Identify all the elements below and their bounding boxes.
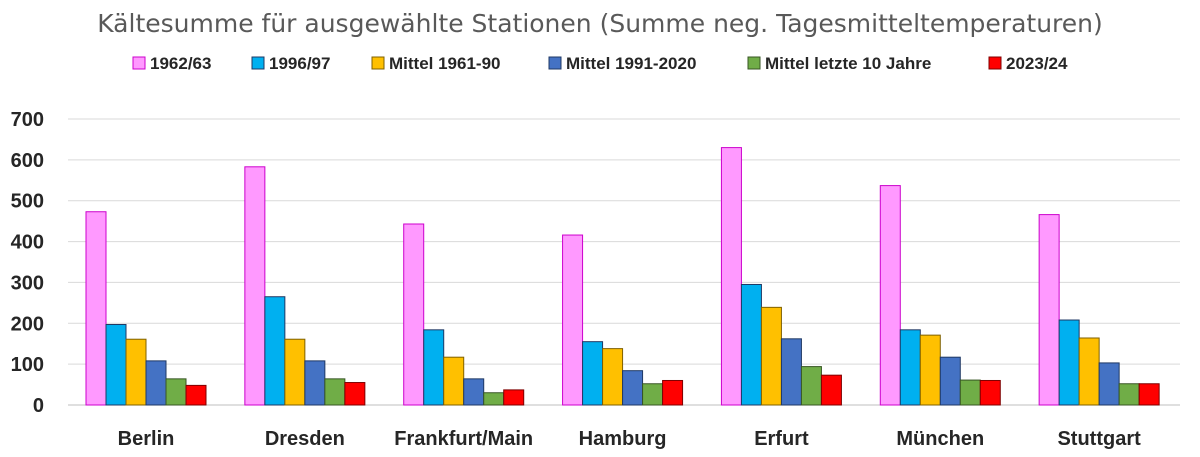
y-tick-label: 400 [11, 232, 44, 254]
y-tick-label: 200 [11, 313, 44, 335]
x-axis: Berlin Dresden Frankfurt/Main Hamburg Erfurt… [118, 428, 1141, 450]
bar [979, 379, 1001, 406]
bar [284, 338, 306, 406]
y-tick-label: 300 [11, 272, 44, 294]
y-axis: 0 100 200 300 400 500 600 700 [11, 109, 44, 417]
category-label: Erfurt [754, 428, 809, 450]
bar [443, 356, 465, 406]
legend-label: Mittel 1991-2020 [566, 54, 696, 73]
bar [85, 211, 107, 406]
legend-swatch [548, 56, 562, 70]
category-label: Hamburg [579, 428, 667, 450]
bar [463, 378, 485, 406]
legend-label: Mittel letzte 10 Jahre [765, 54, 931, 73]
bar [939, 356, 961, 406]
category-label: Dresden [265, 428, 345, 450]
y-tick-label: 500 [11, 191, 44, 213]
bar [642, 383, 664, 406]
bar [662, 379, 684, 406]
legend-swatch [371, 56, 385, 70]
bars [85, 147, 1160, 406]
y-tick-label: 600 [11, 150, 44, 172]
bar [344, 382, 366, 406]
bar [582, 341, 604, 406]
y-tick-label: 0 [33, 395, 44, 417]
bar [820, 374, 842, 406]
bar [1078, 337, 1100, 406]
bar [185, 384, 207, 406]
bar [264, 296, 286, 406]
bar [740, 283, 762, 406]
bar [919, 334, 941, 406]
bar [403, 223, 425, 406]
bar [244, 166, 266, 406]
gridlines [68, 118, 1180, 406]
bar [899, 329, 921, 406]
bar [1058, 319, 1080, 406]
bar [720, 147, 742, 406]
bar [562, 234, 584, 406]
bar [879, 185, 901, 406]
legend-label: Mittel 1961-90 [389, 54, 501, 73]
category-label: Berlin [118, 428, 175, 450]
chart-title: Kältesumme für ausgewählte Stationen (Su… [97, 9, 1103, 38]
y-tick-label: 100 [11, 354, 44, 376]
bar [800, 366, 822, 406]
bar [503, 389, 525, 406]
legend-label: 1962/63 [150, 54, 211, 73]
bar [125, 338, 147, 406]
bar [760, 306, 782, 406]
bar [145, 360, 167, 406]
bar [602, 348, 624, 406]
bar [165, 378, 187, 406]
bar [324, 378, 346, 406]
category-label: Stuttgart [1057, 428, 1141, 450]
legend-swatch [132, 56, 146, 70]
bar [483, 392, 505, 406]
bar [1038, 214, 1060, 406]
bar [780, 338, 802, 406]
bar [423, 329, 445, 406]
legend-label: 2023/24 [1006, 54, 1068, 73]
bar [105, 324, 127, 406]
category-label: Frankfurt/Main [394, 428, 533, 450]
legend-swatch [747, 56, 761, 70]
bar [1138, 383, 1160, 406]
bar [1098, 362, 1120, 406]
bar [959, 379, 981, 406]
legend: 1962/63 1996/97 Mittel 1961-90 Mittel 1991-… [132, 54, 1068, 73]
bar [304, 360, 326, 406]
y-tick-label: 700 [11, 109, 44, 131]
bar [622, 370, 644, 406]
legend-swatch [251, 56, 265, 70]
bar [1118, 383, 1140, 406]
legend-swatch [988, 56, 1002, 70]
category-label: München [896, 428, 984, 450]
legend-label: 1996/97 [269, 54, 330, 73]
